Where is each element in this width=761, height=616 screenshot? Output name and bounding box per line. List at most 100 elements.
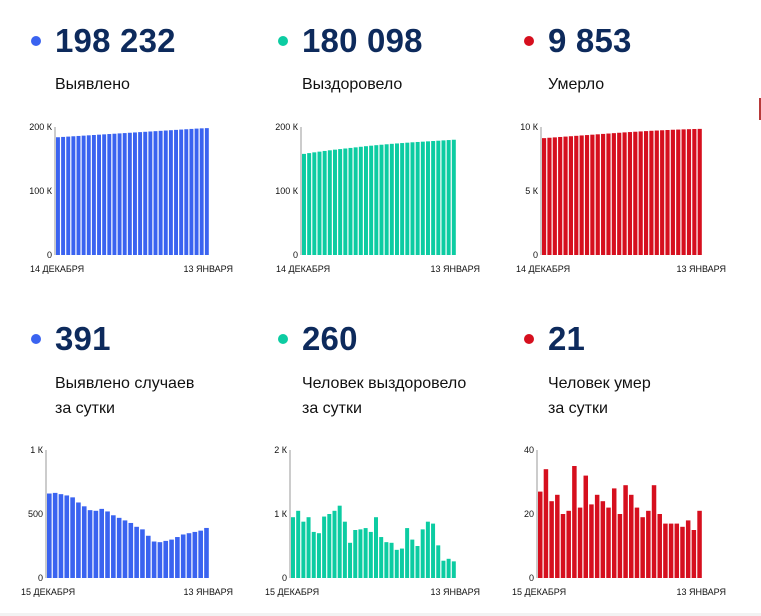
x-start-label: 14 ДЕКАБРЯ xyxy=(276,264,330,274)
bar xyxy=(617,514,623,578)
x-end-label: 13 ЯНВАРЯ xyxy=(676,264,726,274)
x-end-label: 13 ЯНВАРЯ xyxy=(183,587,233,597)
bar xyxy=(189,128,194,255)
bar xyxy=(86,135,91,255)
bar xyxy=(425,521,430,578)
bar xyxy=(600,501,606,578)
bar xyxy=(179,129,184,255)
bar xyxy=(112,133,117,255)
bar xyxy=(441,140,446,255)
bar xyxy=(558,136,563,255)
x-start-label: 15 ДЕКАБРЯ xyxy=(265,587,319,597)
bar xyxy=(395,143,399,255)
bar xyxy=(379,144,384,255)
total-died-value: 9 853 xyxy=(548,22,632,59)
bar xyxy=(158,130,163,255)
bar xyxy=(204,527,209,578)
bar xyxy=(122,520,128,578)
bar xyxy=(369,145,374,255)
y-tick-label: 20 xyxy=(524,509,534,519)
y-tick-label: 0 xyxy=(38,573,43,583)
bar xyxy=(70,497,75,578)
bar xyxy=(186,533,192,578)
bar xyxy=(302,153,306,255)
x-end-label: 13 ЯНВАРЯ xyxy=(430,587,480,597)
bar xyxy=(420,141,425,255)
bar xyxy=(47,493,52,578)
daily-died-value: 21 xyxy=(548,320,586,357)
bar xyxy=(451,561,456,578)
bar xyxy=(611,133,616,255)
bar xyxy=(389,542,394,578)
bar xyxy=(348,542,353,578)
bar xyxy=(374,517,378,578)
bar xyxy=(87,510,93,578)
bar xyxy=(301,521,306,578)
y-tick-label: 5 К xyxy=(525,186,539,196)
bar xyxy=(691,530,697,578)
bar xyxy=(579,135,584,255)
bar xyxy=(66,136,71,255)
bar xyxy=(415,546,420,578)
y-tick-label: 40 xyxy=(524,445,534,455)
bar xyxy=(91,135,96,255)
bar xyxy=(583,475,589,578)
bar xyxy=(686,129,692,255)
bar xyxy=(64,495,70,578)
daily-detected-label-line1: Выявлено случаев xyxy=(55,375,195,392)
bar xyxy=(654,130,659,255)
total-recovered-label: Выздоровело xyxy=(302,76,403,93)
daily-died-label-line2: за сутки xyxy=(548,400,608,417)
y-tick-label: 500 xyxy=(28,509,43,519)
bar xyxy=(358,146,363,255)
bar xyxy=(105,511,110,578)
bar xyxy=(410,142,415,255)
bar xyxy=(180,534,186,578)
detected-dot-icon xyxy=(31,36,41,46)
bar xyxy=(560,514,566,578)
daily-died-label-line1: Человек умер xyxy=(548,375,651,392)
daily-died-dot-icon xyxy=(524,334,534,344)
bar xyxy=(668,523,674,578)
bar xyxy=(117,133,122,255)
y-tick-label: 1 К xyxy=(274,509,288,519)
bar xyxy=(649,130,654,255)
bar xyxy=(111,515,116,578)
x-start-label: 15 ДЕКАБРЯ xyxy=(512,587,566,597)
bar xyxy=(140,529,145,578)
bar xyxy=(56,137,60,255)
bar xyxy=(623,485,628,578)
bar xyxy=(436,545,441,578)
bar xyxy=(153,131,158,255)
bar xyxy=(296,510,301,578)
bar xyxy=(71,136,76,255)
x-end-label: 13 ЯНВАРЯ xyxy=(430,264,480,274)
bar xyxy=(332,510,337,578)
x-end-label: 13 ЯНВАРЯ xyxy=(676,587,726,597)
bar xyxy=(306,517,311,578)
bar xyxy=(128,522,134,578)
y-tick-label: 10 К xyxy=(520,122,539,132)
bar xyxy=(643,131,649,255)
bar xyxy=(685,520,691,578)
bar xyxy=(368,531,373,578)
bar xyxy=(657,514,662,578)
bar xyxy=(555,494,560,578)
y-tick-label: 0 xyxy=(47,250,52,260)
bar xyxy=(317,151,322,255)
bar xyxy=(379,537,384,578)
bar xyxy=(640,517,645,578)
bar xyxy=(589,504,594,578)
died-dot-icon xyxy=(524,36,534,46)
bar xyxy=(415,141,420,255)
bar xyxy=(617,132,622,255)
daily-recovered-label-line2: за сутки xyxy=(302,400,362,417)
daily-recovered-label-line1: Человек выздоровело xyxy=(302,375,467,392)
bar xyxy=(107,134,112,255)
bar xyxy=(680,526,685,578)
bar xyxy=(307,153,312,255)
bar xyxy=(184,129,189,255)
bar xyxy=(342,521,347,578)
bar xyxy=(133,132,137,255)
bar xyxy=(633,131,638,255)
